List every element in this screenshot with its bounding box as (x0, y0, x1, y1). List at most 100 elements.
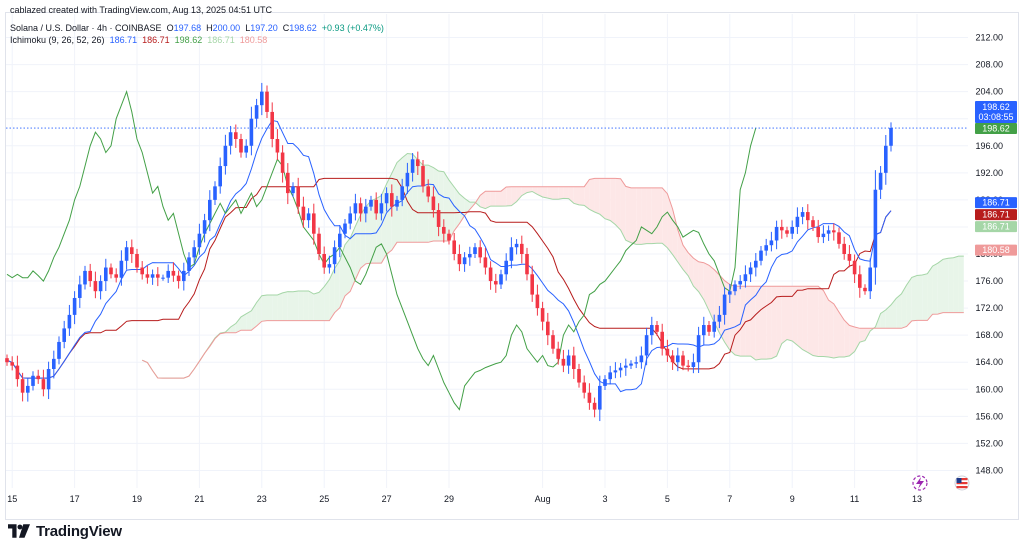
candle-body (317, 233, 321, 254)
candle-body (691, 362, 696, 367)
cloud-segment (386, 173, 392, 255)
candle-body (780, 226, 784, 231)
candle-body (639, 355, 644, 363)
candle-body (436, 210, 441, 227)
candle-body (832, 230, 836, 233)
x-tick-label: 19 (132, 494, 142, 504)
candle-body (592, 402, 597, 410)
candle-body (551, 335, 555, 349)
candle-body (644, 335, 649, 356)
cloud-segment (537, 186, 543, 198)
candle-body (473, 247, 477, 254)
cloud-segment (490, 191, 496, 207)
candle-body (738, 281, 742, 285)
candle-body (379, 203, 384, 214)
cloud-segment (589, 178, 595, 212)
cloud-segment (272, 295, 278, 321)
y-tick-label: 196.00 (975, 141, 1003, 151)
candle-body (176, 275, 181, 282)
candle-body (566, 355, 571, 366)
candle-body (416, 159, 420, 167)
cloud-segment (246, 310, 252, 331)
open-label: O (166, 23, 174, 33)
candle-body (20, 379, 25, 393)
x-tick-label: 21 (194, 494, 204, 504)
candle-body (192, 247, 196, 258)
flag-canton (956, 478, 962, 483)
candle-body (655, 325, 659, 332)
cloud-segment (854, 327, 860, 352)
candle-body (239, 139, 243, 153)
x-tick-label: 25 (319, 494, 329, 504)
candle-body (754, 260, 758, 268)
close-value: 198.62 (289, 23, 317, 33)
cloud-segment (527, 186, 533, 193)
candle-body (509, 247, 514, 261)
candle-body (270, 111, 274, 139)
cloud-segment (287, 291, 293, 321)
candle-body (535, 294, 540, 309)
candle-body (572, 355, 576, 369)
candle-body (244, 145, 248, 153)
symbol-legend[interactable]: Solana / U.S. Dollar · 4h · COINBASE O19… (10, 23, 384, 33)
cloud-segment (901, 284, 907, 329)
candle-body (696, 335, 701, 363)
chart-frame[interactable] (5, 12, 1019, 520)
candle-body (72, 297, 77, 315)
candle-body (332, 247, 337, 265)
candle-body (670, 355, 675, 363)
indicator-legend[interactable]: Ichimoku (9, 26, 52, 26) 186.71 186.71 1… (10, 35, 267, 45)
cloud-segment (339, 244, 345, 308)
candle-body (447, 233, 451, 241)
kijun-tag: 186.71 (982, 210, 1010, 220)
cloud-segment (885, 304, 891, 329)
candle-body (322, 254, 326, 268)
cloud-segment (750, 286, 756, 360)
tenkan-tag-bg (975, 197, 1017, 209)
cloud-segment (579, 186, 585, 206)
cloud-segment (303, 291, 309, 321)
x-tick-label: 11 (850, 494, 859, 504)
cloud-segment (480, 191, 486, 209)
candle-body (863, 287, 867, 292)
cloud-segment (662, 187, 668, 248)
x-tick-label: 27 (382, 494, 392, 504)
candle-body (629, 363, 633, 366)
candle-body (182, 270, 186, 282)
candle-body (774, 226, 779, 241)
candle-body (10, 362, 14, 366)
cloud-segment (293, 291, 299, 321)
cloud-segment (485, 191, 491, 209)
cloud-segment (584, 179, 590, 210)
cloud-segment (922, 273, 928, 321)
flag-stripe (956, 478, 968, 481)
cloud-segment (558, 186, 564, 200)
ichimoku-lines (6, 89, 968, 411)
x-tick-label: Aug (535, 494, 551, 504)
candle-body (390, 193, 394, 207)
candle-body (499, 274, 503, 285)
cloud-segment (506, 186, 512, 207)
cloud-segment (657, 187, 663, 244)
cloud-segment (683, 245, 689, 276)
cloud-segment (641, 187, 647, 245)
candle-body (197, 233, 202, 248)
cloud-segment (261, 295, 267, 322)
cloud-segment (937, 259, 943, 315)
candle-body (41, 379, 46, 390)
cloud-segment (412, 154, 418, 243)
cloud-segment (521, 186, 527, 196)
candle-body (634, 362, 638, 364)
candle-body (878, 172, 883, 190)
candle-body (93, 281, 98, 292)
cloud-segment (350, 226, 356, 292)
cloud-segment (282, 291, 288, 321)
candle-body (702, 325, 706, 336)
candle-body (369, 199, 373, 207)
indicator-name: Ichimoku (9, 26, 52, 26) (10, 35, 105, 45)
candle-body (462, 257, 467, 265)
x-tick-label: 5 (665, 494, 670, 504)
candle-body (249, 118, 254, 146)
candle-body (140, 267, 144, 275)
